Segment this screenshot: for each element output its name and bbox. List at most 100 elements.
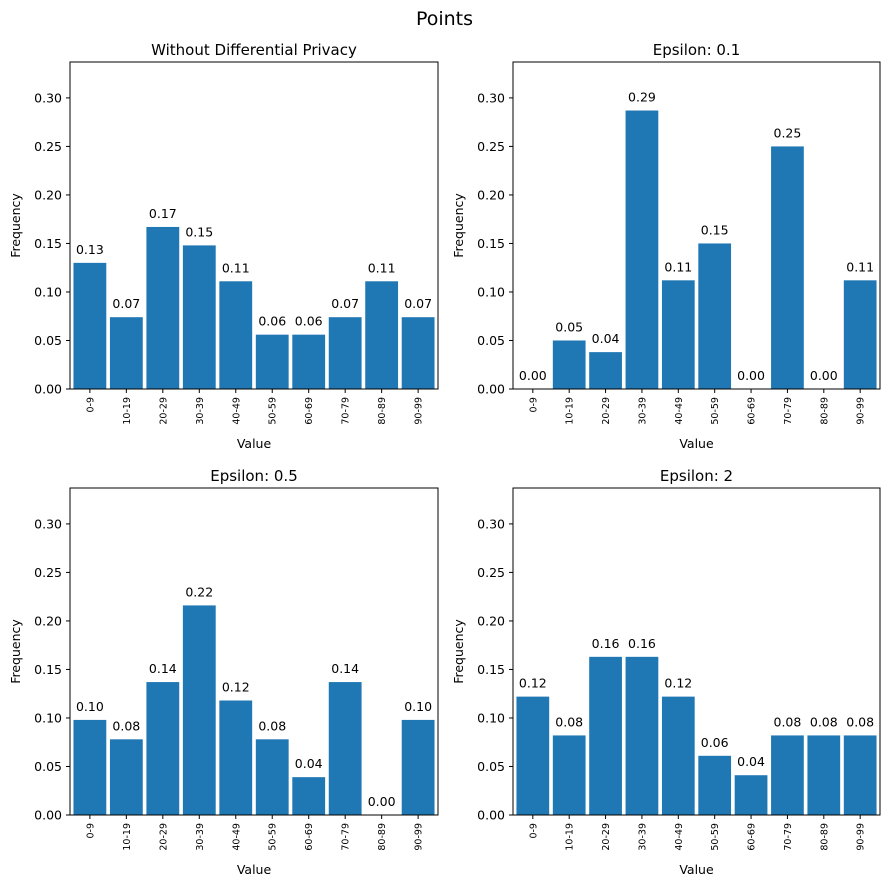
bar-90-99 [843, 280, 877, 389]
bar-30-39 [625, 656, 659, 815]
y-tick-label: 0.25 [34, 139, 62, 154]
data-label: 0.10 [404, 699, 432, 714]
x-tick-label: 10-19 [122, 397, 133, 425]
bar-70-79 [771, 146, 804, 389]
data-label: 0.08 [112, 718, 140, 733]
y-tick-label: 0.30 [477, 90, 505, 105]
data-label: 0.11 [846, 259, 874, 274]
y-tick-label: 0.05 [34, 333, 62, 348]
data-label: 0.00 [368, 794, 396, 809]
x-tick-label: 70-79 [783, 397, 794, 425]
y-tick-label: 0.20 [477, 613, 505, 628]
axes-frame [512, 61, 881, 390]
x-tick-label: 70-79 [341, 397, 352, 425]
y-tick-label: 0.20 [34, 613, 62, 628]
x-tick-label: 90-99 [414, 397, 425, 425]
y-tick-label: 0.15 [477, 236, 505, 251]
subplot-4: Epsilon: 2 0.12 0.08 0.16 0.16 0.12 0.06 0.04 0.… [451, 467, 881, 877]
y-tick-label: 0.30 [34, 516, 62, 531]
data-label: 0.11 [368, 260, 396, 275]
data-label: 0.15 [701, 222, 729, 237]
bar-20-29 [589, 656, 622, 815]
x-tick-label: 60-69 [747, 397, 758, 425]
bar-40-49 [219, 281, 253, 389]
data-label: 0.06 [258, 314, 286, 329]
bar-70-79 [328, 682, 362, 815]
bar-70-79 [328, 317, 362, 389]
bar-20-29 [589, 352, 622, 389]
y-tick-label: 0.05 [477, 333, 505, 348]
figure-title: Points [416, 8, 473, 30]
data-label: 0.12 [664, 676, 692, 691]
x-tick-label: 0-9 [85, 397, 96, 413]
data-label: 0.14 [149, 661, 177, 676]
data-label: 0.25 [774, 125, 802, 140]
subplot-1: Without Differential Privacy 0.13 0.07 0.17… [8, 41, 439, 451]
x-axis-label: Value [679, 436, 714, 451]
y-tick-label: 0.05 [34, 759, 62, 774]
data-label: 0.07 [404, 296, 432, 311]
x-axis-label: Value [679, 862, 714, 877]
x-tick-label: 60-69 [304, 397, 315, 425]
data-label: 0.11 [664, 259, 692, 274]
x-tick-label: 90-99 [856, 397, 867, 425]
data-label: 0.08 [555, 714, 583, 729]
data-label: 0.08 [810, 714, 838, 729]
bar-50-59 [255, 334, 289, 389]
x-tick-label: 70-79 [783, 823, 794, 851]
bar-30-39 [182, 245, 216, 389]
x-tick-label: 70-79 [341, 823, 352, 851]
bar-50-59 [698, 243, 732, 389]
bar-60-69 [734, 775, 768, 815]
x-tick-label: 30-39 [637, 823, 648, 851]
data-label: 0.16 [628, 636, 656, 651]
bar-90-99 [401, 719, 435, 815]
data-label: 0.06 [295, 314, 323, 329]
bar-50-59 [698, 755, 732, 815]
y-tick-label: 0.20 [34, 187, 62, 202]
bar-40-49 [661, 280, 695, 389]
bar-0-9 [516, 696, 550, 815]
bar-10-19 [552, 340, 586, 389]
y-tick-label: 0.00 [477, 808, 505, 823]
y-tick-label: 0.05 [477, 759, 505, 774]
data-label: 0.16 [592, 636, 620, 651]
data-label: 0.11 [222, 260, 250, 275]
subplots: Without Differential Privacy 0.13 0.07 0.17… [8, 41, 881, 877]
x-tick-label: 20-29 [158, 397, 169, 425]
data-label: 0.04 [592, 331, 620, 346]
x-tick-label: 50-59 [710, 823, 721, 851]
x-tick-label: 40-49 [231, 823, 242, 851]
data-label: 0.29 [628, 90, 656, 105]
x-tick-label: 40-49 [674, 397, 685, 425]
x-tick-label: 40-49 [231, 397, 242, 425]
axes-frame [512, 487, 881, 816]
data-label: 0.00 [519, 368, 547, 383]
axes-frame [69, 487, 439, 816]
subplot-title: Without Differential Privacy [151, 41, 357, 59]
x-tick-label: 80-89 [377, 823, 388, 851]
x-tick-label: 20-29 [601, 823, 612, 851]
bar-40-49 [661, 696, 695, 815]
bar-20-29 [146, 226, 180, 389]
bar-80-89 [807, 735, 841, 815]
y-tick-label: 0.20 [477, 187, 505, 202]
y-axis-label: Frequency [451, 619, 466, 684]
bar-10-19 [109, 739, 143, 815]
bar-60-69 [292, 777, 326, 815]
x-tick-label: 50-59 [268, 823, 279, 851]
x-tick-label: 90-99 [856, 823, 867, 851]
y-axis-label: Frequency [8, 619, 23, 684]
subplot-title: Epsilon: 2 [660, 467, 733, 485]
subplot-2: Epsilon: 0.1 0.00 0.05 0.04 0.29 0.11 0.15 0.00… [451, 41, 881, 451]
axes-frame [69, 61, 439, 390]
x-tick-label: 60-69 [747, 823, 758, 851]
y-tick-label: 0.10 [34, 710, 62, 725]
bar-90-99 [843, 735, 877, 815]
data-label: 0.04 [295, 756, 323, 771]
bar-0-9 [73, 262, 107, 389]
bar-10-19 [109, 317, 143, 389]
x-tick-label: 30-39 [195, 823, 206, 851]
y-tick-label: 0.10 [34, 284, 62, 299]
